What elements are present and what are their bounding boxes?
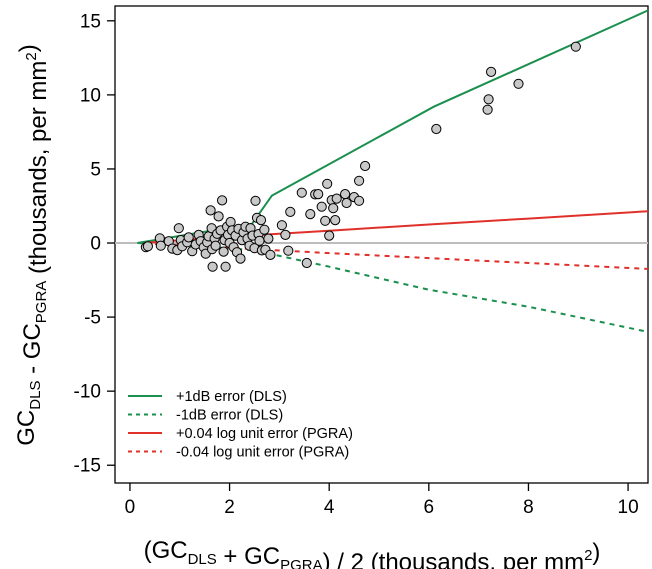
x-axis-label: (GCDLS + GCPGRA) / 2 (thousands, per mm2…	[144, 537, 601, 569]
y-tick-label: 15	[80, 11, 101, 32]
legend-label-3: +0.04 log unit error (PGRA)	[176, 426, 353, 442]
y-tick-label: 0	[90, 234, 101, 255]
data-point	[254, 235, 265, 246]
data-point	[255, 215, 267, 226]
data-point	[324, 230, 335, 241]
data-point	[210, 240, 221, 251]
data-point	[280, 229, 291, 240]
data-point	[341, 197, 352, 209]
data-point	[330, 215, 341, 226]
y-tick-label: 10	[80, 85, 101, 106]
data-point	[218, 246, 229, 257]
y-tick-label: -10	[74, 382, 101, 403]
x-tick-label: 4	[324, 497, 335, 518]
data-point	[183, 232, 194, 243]
data-point	[250, 195, 261, 206]
data-point	[225, 216, 236, 228]
x-tick-label: 8	[523, 497, 534, 518]
data-point	[482, 104, 493, 115]
x-tick-label: 2	[224, 497, 235, 518]
data-point	[305, 209, 316, 220]
y-tick-label: -15	[74, 456, 101, 477]
data-point	[354, 195, 365, 206]
data-point	[265, 249, 276, 260]
data-point	[354, 175, 365, 186]
y-axis-label: GCDLS - GCPGRA (thousands, per mm2)	[13, 44, 52, 445]
data-point	[301, 257, 312, 269]
data-point	[486, 66, 497, 78]
data-point	[296, 187, 307, 198]
data-point	[316, 201, 327, 212]
x-tick-label: 6	[424, 497, 435, 518]
legend-label-1: +1dB error (DLS)	[176, 389, 287, 405]
data-point	[220, 261, 231, 272]
data-point	[322, 178, 333, 189]
y-tick-label: -5	[84, 308, 101, 329]
plot-area-frame	[114, 5, 649, 484]
data-point	[320, 215, 331, 226]
data-point	[431, 123, 442, 135]
data-point	[263, 233, 274, 244]
data-point	[283, 245, 294, 256]
data-point	[570, 41, 581, 52]
data-point	[259, 224, 270, 235]
data-point	[340, 189, 351, 200]
data-point	[205, 205, 216, 216]
legend-label-2: -1dB error (DLS)	[176, 408, 283, 424]
data-point	[313, 189, 324, 200]
data-point	[213, 211, 224, 222]
data-point	[142, 241, 153, 252]
data-point	[235, 253, 246, 264]
data-point	[173, 223, 184, 234]
legend-label-4: -0.04 log unit error (PGRA)	[176, 445, 349, 461]
x-tick-label: 10	[618, 497, 639, 518]
data-point	[207, 261, 218, 272]
x-tick-label: 0	[125, 497, 136, 518]
data-point	[331, 193, 342, 204]
data-point	[513, 78, 524, 89]
series-line-2	[137, 242, 649, 333]
data-point	[328, 203, 339, 214]
data-point	[276, 220, 287, 231]
data-point	[217, 195, 228, 206]
data-point	[155, 240, 166, 251]
data-point	[360, 160, 371, 172]
data-point	[483, 94, 494, 105]
y-tick-label: 5	[90, 159, 101, 180]
data-point	[285, 206, 296, 217]
